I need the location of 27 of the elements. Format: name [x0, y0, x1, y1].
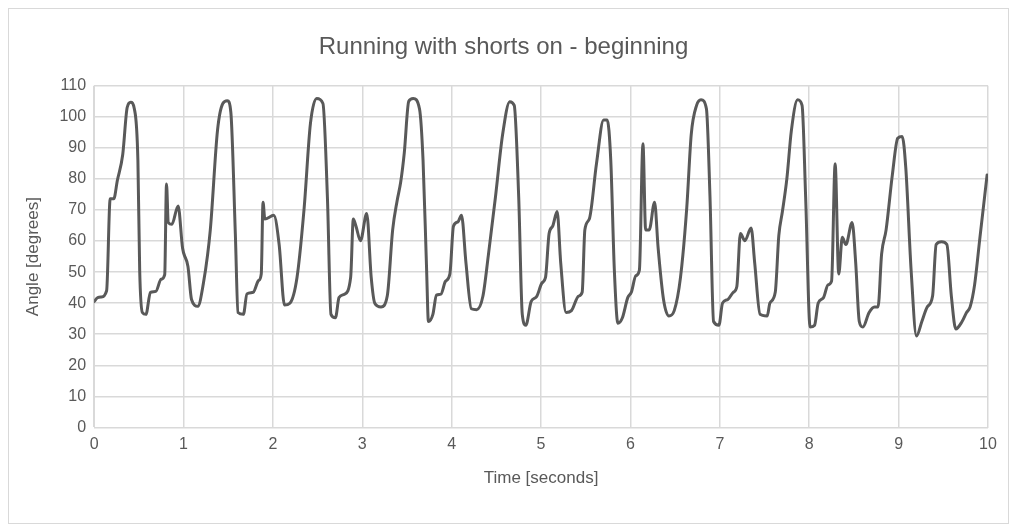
x-tick-label: 1 — [179, 435, 189, 453]
x-tick-label: 10 — [979, 435, 997, 453]
y-tick-label: 110 — [60, 76, 87, 94]
y-tick-label: 100 — [59, 107, 87, 125]
y-tick-label: 20 — [68, 355, 87, 373]
y-axis-title: Angle [degrees] — [22, 197, 42, 317]
x-tick-label: 6 — [625, 435, 635, 453]
y-tick-label: 60 — [68, 231, 87, 249]
y-tick-label: 90 — [68, 138, 87, 156]
x-tick-label: 3 — [357, 435, 367, 453]
y-tick-label: 40 — [68, 293, 87, 311]
y-tick-label: 0 — [77, 417, 87, 435]
line-series — [94, 97, 988, 338]
x-tick-label: 0 — [89, 435, 99, 453]
x-axis-title: Time [seconds] — [483, 468, 599, 488]
x-tick-label: 8 — [804, 435, 814, 453]
x-tick-label: 5 — [536, 435, 546, 453]
x-tick-label: 4 — [447, 435, 457, 453]
y-tick-label: 30 — [68, 324, 87, 342]
x-tick-label: 2 — [268, 435, 278, 453]
x-tick-label: 7 — [715, 435, 725, 453]
chart-title: Running with shorts on - beginning — [318, 32, 689, 60]
x-tick-label: 9 — [894, 435, 904, 453]
y-tick-label: 80 — [68, 169, 87, 187]
y-tick-label: 10 — [68, 386, 87, 404]
y-tick-label: 70 — [68, 200, 87, 218]
y-tick-label: 50 — [68, 262, 87, 280]
